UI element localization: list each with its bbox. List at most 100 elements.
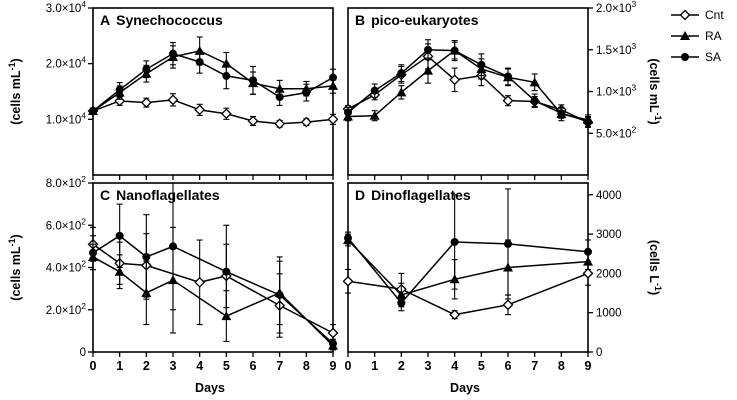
data-point	[140, 97, 152, 109]
x-tick-label: 7	[531, 359, 538, 373]
data-point	[450, 46, 459, 55]
y-tick-label: 1.5×103	[596, 41, 637, 57]
x-tick-label: 3	[170, 359, 177, 373]
series-line	[92, 50, 334, 112]
data-point	[115, 85, 124, 94]
panel-D: 0 1000 2000 3000 4000 0 1 2 3 4 5 6 7 8 9 D Dinoflagella…	[342, 182, 663, 373]
x-tick-label: 0	[345, 359, 352, 373]
x-tick-label: 7	[276, 359, 283, 373]
panel-name: pico-eukaryotes	[371, 12, 479, 28]
tick-mantissa: 5.0×10	[596, 128, 632, 140]
y-axis-title-exponent: -1	[7, 62, 17, 70]
data-point	[89, 248, 97, 257]
data-point	[169, 242, 177, 251]
series-cnt	[87, 93, 339, 130]
series-sa	[344, 39, 592, 128]
y-tick-label: 8.0×102	[46, 174, 87, 190]
tick-exponent: 3	[632, 83, 637, 93]
tick-mantissa: 2.0×10	[596, 3, 632, 15]
data-point	[502, 95, 514, 107]
data-point	[557, 109, 566, 118]
data-point	[327, 113, 339, 125]
tick-mantissa: 0	[80, 347, 86, 359]
data-point	[142, 252, 151, 261]
series-sa	[89, 182, 337, 349]
series-sa	[89, 41, 337, 115]
legend-label: RA	[705, 29, 722, 43]
legend-item-sa: SA	[671, 50, 721, 64]
tick-exponent: 2	[632, 124, 637, 134]
legend: Cnt RA SA	[671, 8, 724, 64]
y-tick-label: 5.0×102	[596, 124, 637, 140]
data-point	[344, 234, 352, 243]
data-point	[249, 76, 257, 85]
tick-exponent: 2	[81, 301, 86, 311]
series-ra	[343, 40, 593, 126]
x-axis-title-left: Days	[195, 381, 225, 395]
legend-marker	[680, 31, 690, 40]
panel-name: Synechococcus	[116, 12, 223, 28]
x-tick-label: 0	[90, 359, 97, 373]
x-tick-label: 6	[505, 359, 512, 373]
tick-exponent: 4	[81, 110, 86, 120]
tick-exponent: 2	[81, 259, 86, 269]
data-point	[504, 239, 512, 248]
series-line	[92, 256, 334, 347]
y-axis-title-unit: (cells L	[647, 240, 661, 283]
series-ra	[343, 233, 593, 308]
data-point	[194, 104, 206, 116]
tick-mantissa: 2000	[596, 268, 622, 280]
data-point	[397, 298, 406, 307]
data-point	[220, 108, 232, 120]
y-axis-title: (cells mL-1)	[647, 58, 663, 124]
tick-mantissa: 2.0×10	[46, 59, 82, 71]
legend-marker	[681, 53, 689, 61]
tick-mantissa: 1.5×10	[596, 45, 632, 57]
tick-exponent: 4	[81, 0, 86, 9]
data-point	[222, 267, 231, 276]
panel-letter: C	[100, 187, 110, 203]
y-axis-title-exponent: -1	[7, 238, 17, 246]
panel-name: Nanoflagellates	[116, 187, 220, 203]
y-axis-title: (cells mL-1)	[7, 58, 23, 124]
x-tick-label: 5	[223, 359, 230, 373]
series-cnt	[342, 43, 594, 128]
data-point	[194, 276, 206, 288]
data-point	[450, 237, 459, 246]
data-point	[504, 72, 512, 81]
data-point	[530, 96, 539, 105]
legend-label: SA	[705, 50, 721, 64]
y-axis-title-close: )	[647, 291, 661, 295]
data-point	[424, 45, 432, 54]
data-point	[449, 309, 461, 321]
tick-mantissa: 8.0×10	[46, 178, 82, 190]
y-axis-title: (cells L-1)	[647, 240, 663, 295]
tick-mantissa: 2.0×10	[46, 305, 82, 317]
y-tick-label: 4.0×102	[46, 259, 87, 275]
legend-item-cnt: Cnt	[671, 8, 724, 22]
data-point	[477, 60, 486, 69]
y-tick-label: 2.0×103	[596, 0, 637, 15]
panel-letter: D	[355, 187, 365, 203]
legend-label: Cnt	[705, 8, 724, 22]
data-point	[275, 290, 284, 299]
x-tick-label: 9	[585, 359, 592, 373]
series-line	[347, 237, 589, 305]
tick-exponent: 2	[81, 174, 86, 184]
data-point	[115, 231, 124, 240]
tick-mantissa: 1.0×10	[46, 114, 82, 126]
x-tick-label: 6	[250, 359, 257, 373]
panel-frame	[92, 7, 334, 176]
y-tick-label: 1.0×104	[46, 110, 87, 126]
y-axis-title: (cells mL-1)	[7, 234, 23, 300]
data-point	[584, 117, 592, 126]
data-point	[274, 118, 286, 130]
series-line	[92, 243, 334, 334]
tick-exponent: 3	[632, 41, 637, 51]
data-point	[397, 69, 406, 78]
y-axis-title-unit: (cells mL	[9, 246, 23, 301]
